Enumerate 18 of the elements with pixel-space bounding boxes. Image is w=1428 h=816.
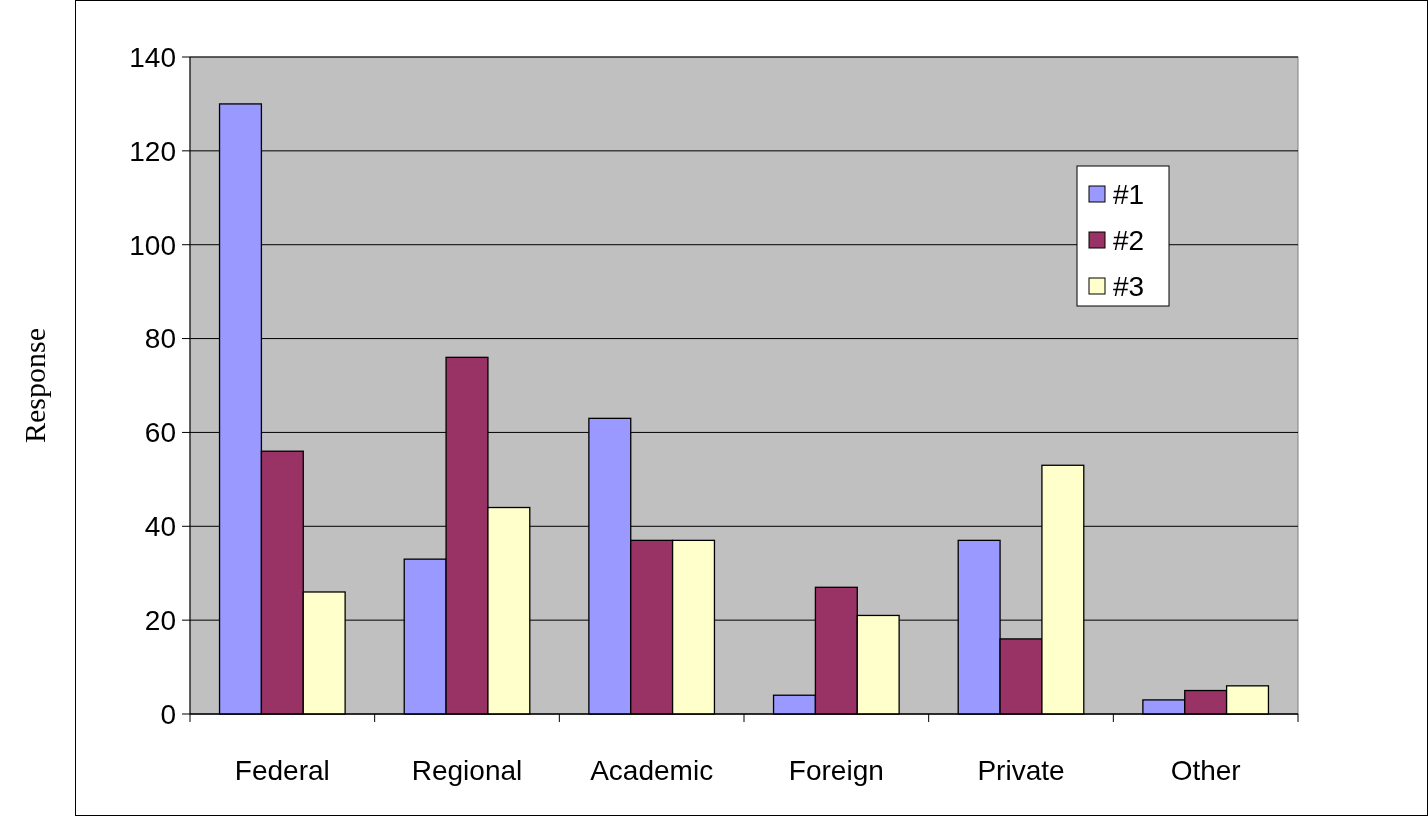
- y-tick-label: 120: [129, 135, 176, 167]
- y-tick-label: 20: [144, 604, 176, 636]
- x-tick-label: Foreign: [788, 755, 884, 786]
- y-tick-label: 60: [144, 417, 176, 449]
- legend-label: #1: [1113, 178, 1145, 210]
- legend-label: #3: [1113, 270, 1145, 302]
- x-tick-label: Academic: [590, 755, 714, 786]
- y-axis-title: Response: [18, 328, 51, 443]
- x-tick-label: Other: [1170, 755, 1241, 786]
- legend-label: #2: [1113, 224, 1145, 256]
- y-tick-label: 0: [160, 698, 176, 730]
- y-tick-label: 40: [144, 511, 176, 543]
- y-tick-label: 80: [144, 323, 176, 355]
- y-tick-label: 100: [129, 229, 176, 261]
- x-tick-label: Regional: [411, 755, 523, 786]
- x-tick-label: Private: [977, 755, 1065, 786]
- x-tick-label: Federal: [234, 755, 330, 786]
- y-tick-label: 140: [129, 41, 176, 73]
